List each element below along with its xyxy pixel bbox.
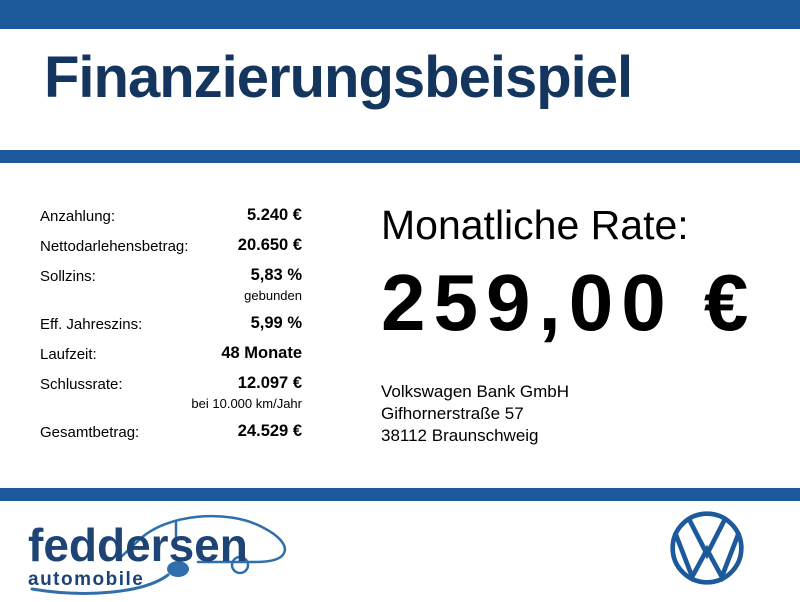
detail-label: Laufzeit: xyxy=(40,346,97,363)
dealer-logo-graphic: feddersen automobile xyxy=(28,514,287,595)
detail-row-eff-jahreszins: Eff. Jahreszins: 5,99 % xyxy=(40,314,302,333)
detail-label: Schlussrate: xyxy=(40,376,123,393)
car-wheel-icon xyxy=(167,561,189,577)
detail-label: Gesamtbetrag: xyxy=(40,424,140,441)
monthly-rate-label: Monatliche Rate: xyxy=(381,202,689,248)
monthly-rate-value: 259,00 € xyxy=(381,258,757,347)
bank-address: Volkswagen Bank GmbH Gifhornerstraße 57 … xyxy=(381,381,791,447)
detail-value: 5.240 € xyxy=(246,206,302,224)
logo-swoosh xyxy=(30,573,170,595)
vw-logo xyxy=(668,509,746,587)
bank-address-line: 38112 Braunschweig xyxy=(381,426,539,445)
vw-logo-icon xyxy=(670,511,744,585)
detail-row-schlussrate: Schlussrate: 12.097 € bei 10.000 km/Jahr xyxy=(40,374,302,411)
detail-value: 48 Monate xyxy=(221,344,302,362)
monthly-rate-panel: Monatliche Rate: 259,00 € Volkswagen Ban… xyxy=(381,202,791,447)
detail-label: Anzahlung: xyxy=(40,208,116,225)
dealer-name: feddersen xyxy=(28,519,248,571)
dealer-logo: feddersen automobile xyxy=(26,505,300,597)
bank-address-line: Gifhornerstraße 57 xyxy=(381,404,524,423)
detail-value: 5,83 % xyxy=(250,266,302,284)
detail-note: gebunden xyxy=(244,288,302,303)
detail-value: 20.650 € xyxy=(237,236,302,254)
detail-row-anzahlung: Anzahlung: 5.240 € xyxy=(40,206,302,225)
detail-label: Eff. Jahreszins: xyxy=(40,316,143,333)
detail-row-sollzins: Sollzins: 5,83 % gebunden xyxy=(40,266,302,303)
page-title: Finanzierungsbeispiel xyxy=(44,45,633,110)
car-outline-icon xyxy=(119,514,287,575)
detail-label: Nettodarlehensbetrag: xyxy=(40,238,189,255)
top-accent-bar xyxy=(0,0,800,29)
footer: feddersen automobile xyxy=(0,501,800,600)
detail-value: 12.097 € xyxy=(237,374,302,392)
bank-address-line: Volkswagen Bank GmbH xyxy=(381,382,570,401)
top-divider xyxy=(0,150,800,163)
detail-value: 5,99 % xyxy=(250,314,302,332)
detail-note: bei 10.000 km/Jahr xyxy=(191,396,302,411)
detail-row-laufzeit: Laufzeit: 48 Monate xyxy=(40,344,302,363)
detail-row-gesamtbetrag: Gesamtbetrag: 24.529 € xyxy=(40,422,302,441)
bottom-divider xyxy=(0,488,800,501)
detail-value: 24.529 € xyxy=(237,422,302,440)
finance-details-table: Anzahlung: 5.240 € Nettodarlehensbetrag:… xyxy=(40,206,302,452)
detail-label: Sollzins: xyxy=(40,268,96,285)
detail-row-nettodarlehensbetrag: Nettodarlehensbetrag: 20.650 € xyxy=(40,236,302,255)
dealer-tagline: automobile xyxy=(28,569,144,590)
